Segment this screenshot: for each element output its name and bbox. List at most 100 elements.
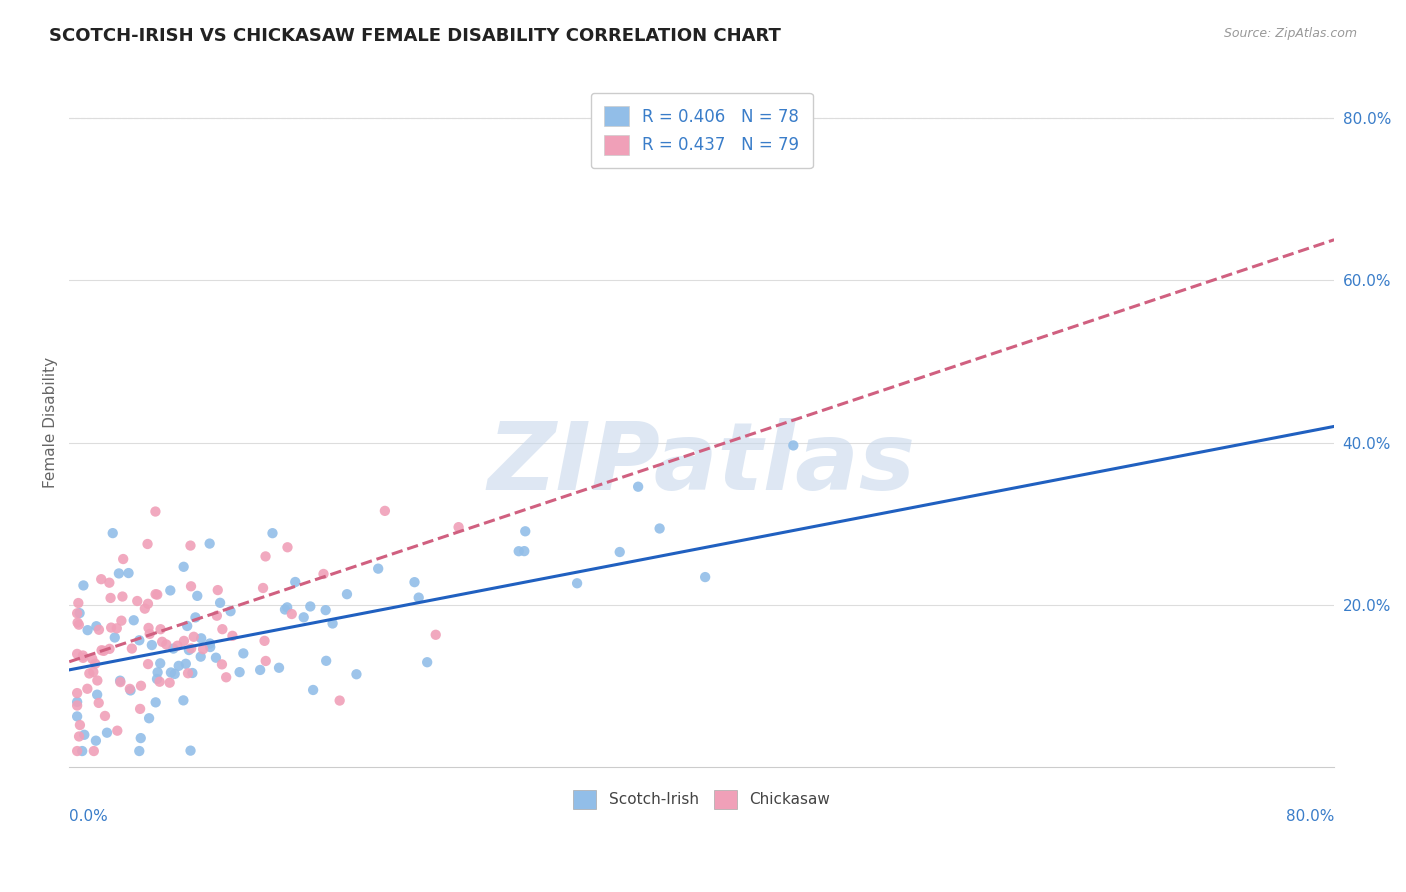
Point xyxy=(281,607,304,621)
Point xyxy=(150,635,173,649)
Point xyxy=(87,696,110,710)
Point xyxy=(163,667,186,681)
Point xyxy=(79,666,101,681)
Point xyxy=(648,521,671,535)
Point xyxy=(100,621,122,635)
Point xyxy=(104,631,127,645)
Point xyxy=(122,613,145,627)
Point xyxy=(66,615,89,630)
Point xyxy=(172,693,194,707)
Point xyxy=(160,665,183,680)
Point xyxy=(66,709,89,723)
Point xyxy=(425,628,447,642)
Point xyxy=(565,576,588,591)
Point xyxy=(87,623,110,637)
Point xyxy=(149,674,172,689)
Point xyxy=(184,610,207,624)
Point xyxy=(141,638,163,652)
Point xyxy=(129,702,152,716)
Point xyxy=(149,657,172,671)
Point xyxy=(627,480,650,494)
Point xyxy=(181,665,204,680)
Point xyxy=(190,632,212,646)
Point xyxy=(145,587,167,601)
Point xyxy=(111,590,134,604)
Point xyxy=(159,583,181,598)
Point xyxy=(262,526,284,541)
Point xyxy=(67,596,90,610)
Point xyxy=(209,596,232,610)
Point xyxy=(128,633,150,648)
Point xyxy=(232,647,254,661)
Point xyxy=(105,723,128,738)
Point xyxy=(404,575,426,590)
Point xyxy=(84,733,107,747)
Text: 0.0%: 0.0% xyxy=(69,809,108,823)
Point xyxy=(198,636,221,650)
Point xyxy=(508,544,530,558)
Point xyxy=(782,438,804,452)
Point xyxy=(179,539,201,553)
Point xyxy=(128,744,150,758)
Point xyxy=(112,552,135,566)
Point xyxy=(72,578,94,592)
Point xyxy=(336,587,359,601)
Point xyxy=(292,610,315,624)
Point xyxy=(120,683,142,698)
Point xyxy=(173,559,195,574)
Point xyxy=(146,672,169,686)
Point xyxy=(134,601,156,615)
Point xyxy=(166,639,188,653)
Point xyxy=(93,644,115,658)
Text: SCOTCH-IRISH VS CHICKASAW FEMALE DISABILITY CORRELATION CHART: SCOTCH-IRISH VS CHICKASAW FEMALE DISABIL… xyxy=(49,27,782,45)
Point xyxy=(176,619,198,633)
Point xyxy=(408,591,430,605)
Point xyxy=(177,666,200,681)
Point xyxy=(346,667,368,681)
Point xyxy=(90,572,112,586)
Point xyxy=(205,650,228,665)
Point xyxy=(73,728,96,742)
Point xyxy=(180,579,202,593)
Point xyxy=(110,675,132,690)
Point xyxy=(173,634,195,648)
Point xyxy=(129,679,152,693)
Point xyxy=(117,566,139,580)
Point xyxy=(274,602,297,616)
Text: ZIPatlas: ZIPatlas xyxy=(488,417,915,509)
Point xyxy=(180,641,202,656)
Point xyxy=(127,594,149,608)
Point xyxy=(84,657,107,671)
Point xyxy=(129,731,152,745)
Point xyxy=(215,670,238,684)
Y-axis label: Female Disability: Female Disability xyxy=(44,357,58,488)
Point xyxy=(86,673,108,688)
Point xyxy=(167,658,190,673)
Point xyxy=(69,606,91,620)
Point xyxy=(69,718,91,732)
Point xyxy=(136,537,159,551)
Point xyxy=(190,649,212,664)
Point xyxy=(76,681,98,696)
Point xyxy=(110,614,132,628)
Point xyxy=(609,545,631,559)
Point xyxy=(416,655,439,669)
Point xyxy=(70,744,93,758)
Legend: Scotch-Irish, Chickasaw: Scotch-Irish, Chickasaw xyxy=(568,784,837,814)
Point xyxy=(100,591,122,605)
Point xyxy=(302,683,325,698)
Point xyxy=(72,648,94,663)
Point xyxy=(66,695,89,709)
Point xyxy=(276,600,298,615)
Point xyxy=(221,629,243,643)
Point xyxy=(198,536,221,550)
Point xyxy=(101,526,124,541)
Point xyxy=(138,627,160,641)
Point xyxy=(254,654,277,668)
Point xyxy=(211,622,233,636)
Point xyxy=(66,698,89,713)
Point xyxy=(252,581,274,595)
Point xyxy=(83,744,105,758)
Point xyxy=(72,650,94,665)
Point xyxy=(249,663,271,677)
